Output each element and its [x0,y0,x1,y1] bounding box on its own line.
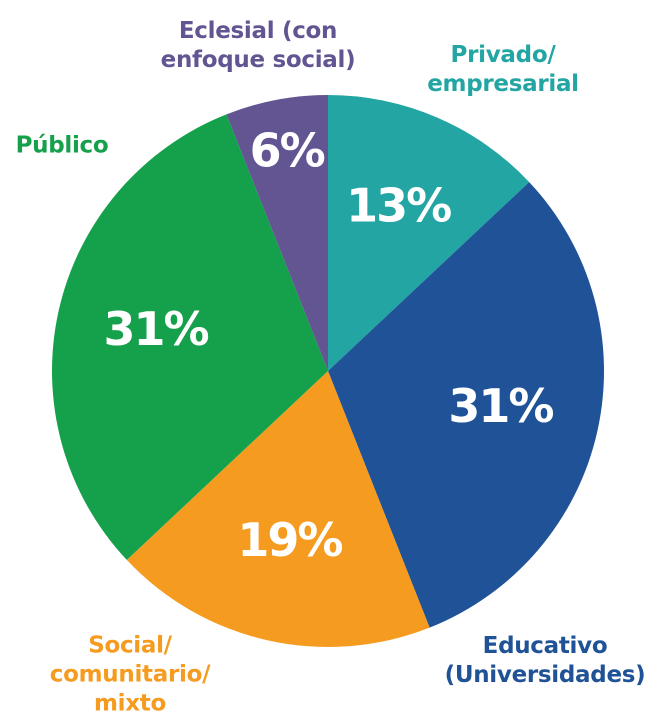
value-label: 6% [250,124,325,178]
category-label: Social/ comunitario/ mixto [49,632,211,717]
value-label: 31% [448,379,553,433]
category-label: Privado/ empresarial [427,42,579,97]
value-label: 13% [346,178,451,232]
pie-slice [226,95,328,371]
value-label: 31% [104,302,209,356]
pie-slice [51,114,329,560]
pie-slice [328,95,530,371]
category-label: Eclesial (con enfoque social) [160,18,356,73]
pie-slice [328,182,604,628]
pie-slice [126,371,430,648]
category-label: Educativo (Universidades) [444,633,646,688]
category-label: Público [15,132,109,159]
value-label: 19% [237,513,342,567]
